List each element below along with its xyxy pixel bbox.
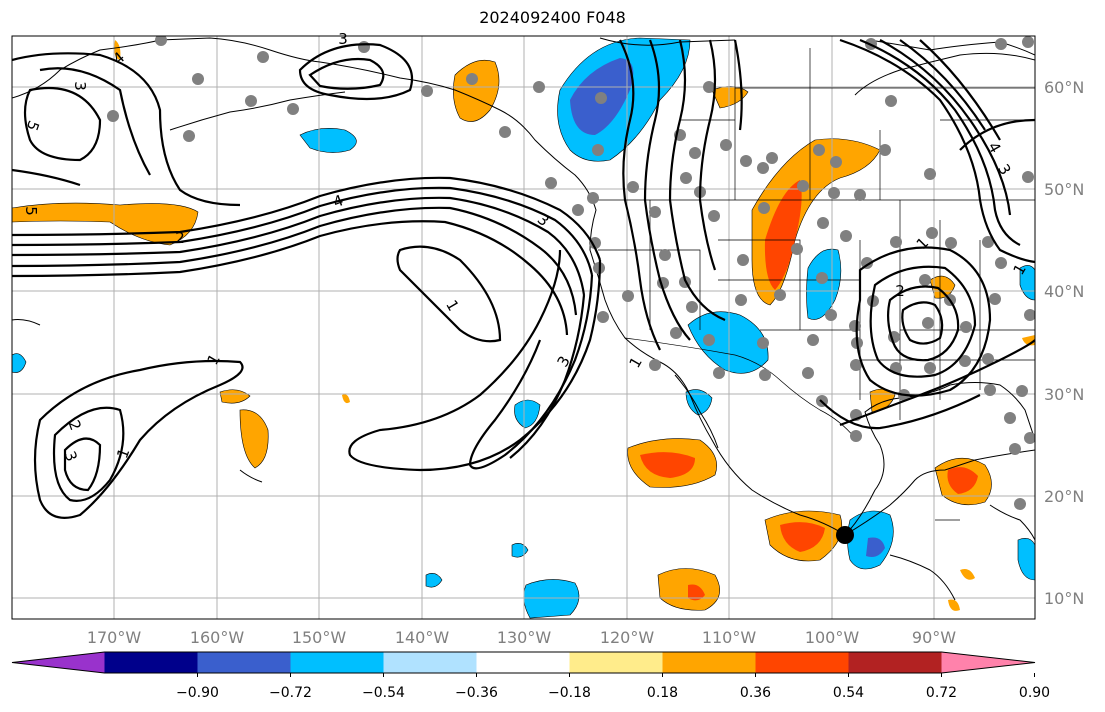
longitude-label: 170°W bbox=[87, 628, 142, 647]
colorbar-tick-label: −0.54 bbox=[362, 685, 405, 701]
negative-anomaly-area bbox=[514, 399, 541, 429]
longitude-label: 100°W bbox=[805, 628, 860, 647]
longitude-label: 140°W bbox=[395, 628, 450, 647]
strong-positive-anomaly-area bbox=[764, 180, 802, 290]
colorbar-swatch bbox=[755, 652, 849, 673]
latitude-label-group: 60°N 50°N 40°N 30°N 20°N 10°N bbox=[1044, 78, 1084, 608]
negative-anomaly-area bbox=[1017, 538, 1035, 581]
colorbar-tick-label: −0.18 bbox=[548, 685, 591, 701]
strong-positive-anomaly-area bbox=[640, 452, 695, 478]
colorbar-tick-label: 0.54 bbox=[833, 685, 864, 701]
latitude-label: 10°N bbox=[1044, 589, 1084, 608]
colorbar-extend-min bbox=[12, 652, 105, 673]
contour-label: 5 bbox=[22, 206, 40, 216]
contour-label: 3 bbox=[71, 81, 89, 91]
colorbar-tick-label: 0.90 bbox=[1019, 685, 1050, 701]
colorbar-tick-label: −0.90 bbox=[176, 685, 219, 701]
latitude-label: 20°N bbox=[1044, 487, 1084, 506]
longitude-label: 90°W bbox=[912, 628, 956, 647]
colorbar-tick-label: −0.72 bbox=[269, 685, 312, 701]
colorbar-tick-label: 0.18 bbox=[647, 685, 678, 701]
positive-anomaly-area bbox=[453, 59, 500, 122]
positive-anomaly-area bbox=[342, 394, 350, 404]
longitude-label: 160°W bbox=[190, 628, 245, 647]
colorbar-tick-label: 0.36 bbox=[740, 685, 771, 701]
storm-center-marker bbox=[836, 526, 854, 544]
map-title: 2024092400 F048 bbox=[479, 8, 626, 27]
negative-anomaly-area bbox=[523, 579, 580, 619]
negative-anomaly-area bbox=[425, 573, 443, 588]
colorbar-swatch bbox=[197, 652, 291, 673]
colorbar-swatch bbox=[104, 652, 198, 673]
colorbar-swatch bbox=[848, 652, 942, 673]
positive-anomaly-area bbox=[239, 409, 269, 469]
contour-lines bbox=[12, 38, 1035, 519]
positive-anomaly-area bbox=[114, 40, 121, 60]
positive-anomaly-area bbox=[219, 389, 251, 404]
contour-label: 3 bbox=[338, 30, 348, 48]
positive-anomaly-area bbox=[960, 569, 975, 580]
negative-anomaly-area bbox=[299, 128, 357, 153]
strong-positive-anomaly-area bbox=[688, 584, 705, 601]
colorbar-outline bbox=[11, 651, 1036, 674]
longitude-label: 120°W bbox=[600, 628, 655, 647]
strong-positive-anomaly-area bbox=[947, 467, 978, 494]
colorbar-swatch bbox=[290, 652, 384, 673]
contour-label: 2 bbox=[175, 229, 185, 247]
latitude-label: 40°N bbox=[1044, 282, 1084, 301]
latitude-label: 30°N bbox=[1044, 385, 1084, 404]
longitude-label-group: 170°W 160°W 150°W 140°W 130°W 120°W 110°W 100°W… bbox=[87, 628, 956, 647]
colorbar-tick-label: −0.36 bbox=[455, 685, 498, 701]
positive-anomaly-area bbox=[12, 202, 199, 246]
latitude-label: 60°N bbox=[1044, 78, 1084, 97]
colorbar-swatch bbox=[476, 652, 570, 673]
contour-label: 2 bbox=[895, 282, 905, 300]
positive-anomaly-area bbox=[948, 599, 960, 611]
longitude-label: 110°W bbox=[702, 628, 757, 647]
colorbar-swatch bbox=[662, 652, 756, 673]
colorbar: −0.90 −0.72 −0.54 −0.36 −0.18 0.18 0.36 0.54 0.7… bbox=[11, 651, 1050, 701]
colorbar-swatch bbox=[383, 652, 477, 673]
strong-negative-anomaly-area bbox=[866, 537, 885, 557]
strong-positive-anomaly-area bbox=[780, 522, 825, 552]
negative-anomaly-area bbox=[685, 389, 713, 416]
map-frame bbox=[11, 35, 1036, 620]
latitude-label: 50°N bbox=[1044, 180, 1084, 199]
negative-anomaly-area bbox=[12, 353, 27, 373]
colorbar-extend-max bbox=[941, 652, 1035, 673]
colorbar-swatch bbox=[569, 652, 663, 673]
negative-anomaly-area bbox=[687, 311, 769, 374]
longitude-label: 130°W bbox=[497, 628, 552, 647]
colorbar-tick-label: 0.72 bbox=[926, 685, 957, 701]
longitude-label: 150°W bbox=[292, 628, 347, 647]
